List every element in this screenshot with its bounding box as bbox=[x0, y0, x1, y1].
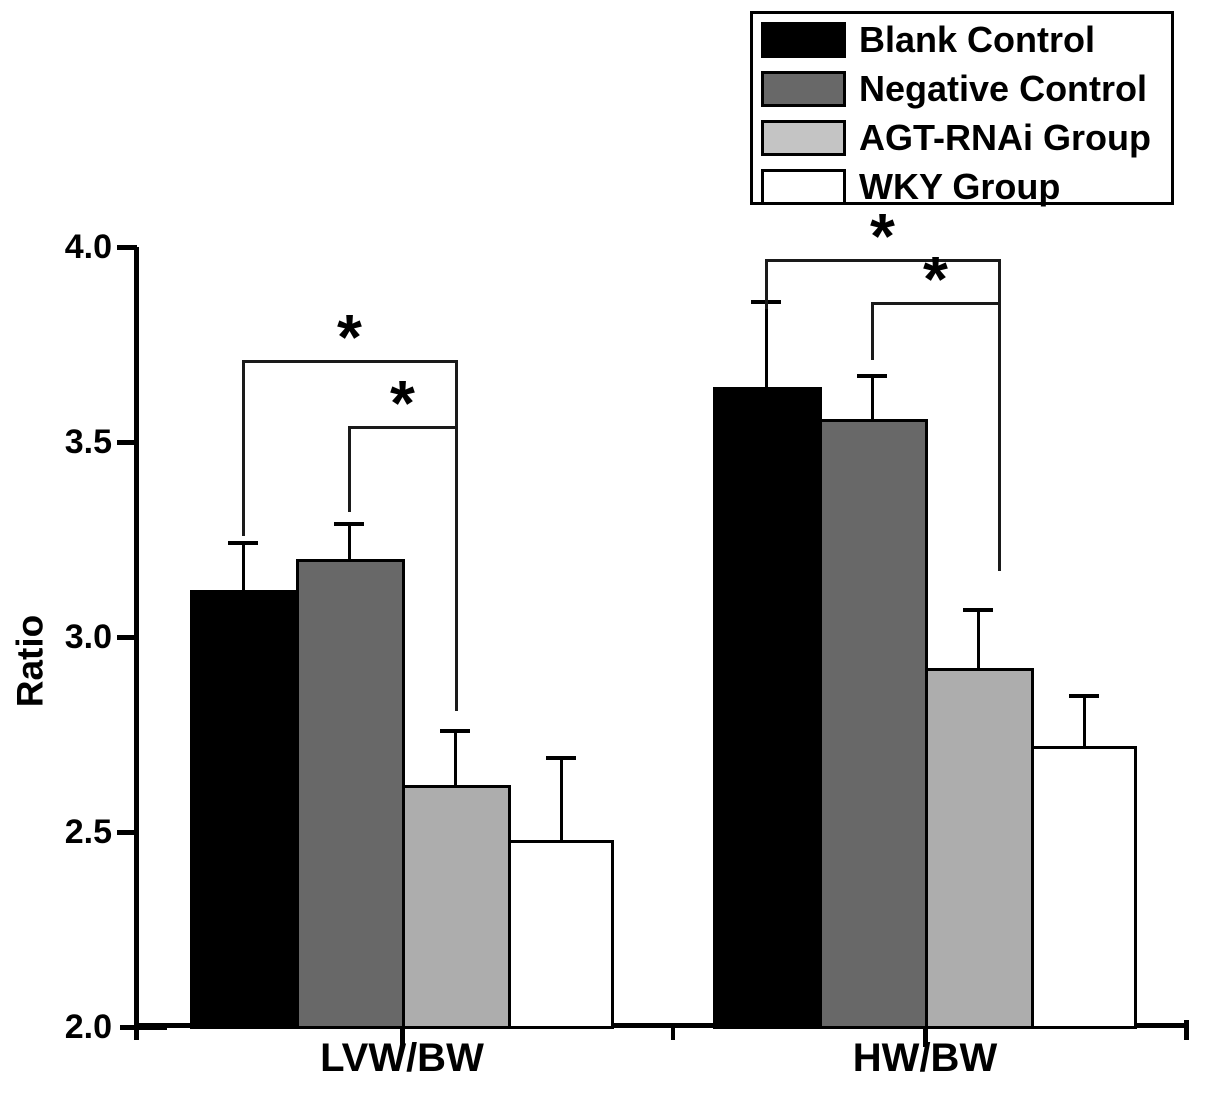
y-tick-label: 2.5 bbox=[64, 813, 112, 851]
y-tick-label: 3.5 bbox=[64, 423, 112, 461]
error-bar-cap bbox=[228, 541, 258, 546]
significance-bracket-bar bbox=[764, 258, 1001, 262]
legend-label: WKY Group bbox=[859, 166, 1061, 207]
error-bar-cap bbox=[546, 755, 576, 760]
error-bar-stem bbox=[764, 301, 768, 388]
significance-bracket-right-drop bbox=[454, 426, 458, 712]
error-bar-stem bbox=[559, 757, 563, 840]
significance-bracket-left-drop bbox=[870, 301, 874, 361]
significance-bracket-bar bbox=[347, 426, 458, 430]
y-tick-label: 4.0 bbox=[64, 228, 112, 266]
x-minor-tick-mark bbox=[671, 1027, 675, 1040]
bar-negative-control bbox=[296, 559, 405, 1029]
bar-wky-group bbox=[508, 839, 614, 1029]
y-tick-mark bbox=[117, 635, 137, 640]
legend-item: Negative Control bbox=[753, 68, 1171, 113]
legend-label: AGT-RNAi Group bbox=[859, 117, 1151, 158]
error-bar-stem bbox=[347, 523, 351, 559]
bar-blank-control bbox=[190, 590, 299, 1029]
error-bar-cap bbox=[963, 607, 993, 612]
significance-star: * bbox=[390, 367, 415, 440]
error-bar-stem bbox=[453, 730, 457, 786]
legend-item: WKY Group bbox=[753, 166, 1171, 211]
significance-star: * bbox=[337, 301, 362, 374]
x-tick-mark bbox=[400, 1027, 405, 1047]
x-axis-line bbox=[134, 1023, 1188, 1028]
significance-bracket-left-drop bbox=[347, 426, 351, 513]
bar-wky-group bbox=[1031, 746, 1137, 1029]
y-tick-mark bbox=[117, 440, 137, 445]
error-bar-cap bbox=[1069, 693, 1099, 698]
significance-bracket-bar bbox=[870, 301, 1001, 305]
legend-swatch bbox=[761, 71, 846, 107]
y-tick-mark bbox=[117, 830, 137, 835]
error-bar-cap bbox=[857, 373, 887, 378]
bar-negative-control bbox=[819, 418, 928, 1029]
legend-label: Negative Control bbox=[859, 68, 1148, 109]
y-axis-line bbox=[134, 247, 139, 1040]
y-tick-mark bbox=[120, 1025, 167, 1030]
significance-star: * bbox=[870, 199, 895, 272]
y-tick-mark bbox=[117, 245, 137, 250]
bar-agt-rnai-group bbox=[402, 785, 511, 1029]
y-tick-label: 3.0 bbox=[64, 618, 112, 656]
significance-bracket-left-drop bbox=[241, 360, 245, 536]
significance-bracket-bar bbox=[241, 360, 458, 364]
error-bar-cap bbox=[440, 728, 470, 733]
legend-swatch bbox=[761, 22, 846, 58]
significance-bracket-left-drop bbox=[764, 258, 768, 310]
x-axis-end-tick bbox=[1184, 1020, 1189, 1040]
significance-bracket-right-drop bbox=[997, 301, 1001, 571]
bar-blank-control bbox=[713, 387, 822, 1029]
y-tick-label: 2.0 bbox=[64, 1008, 112, 1046]
error-bar-stem bbox=[241, 543, 245, 591]
legend-label: Blank Control bbox=[859, 19, 1096, 60]
legend-swatch bbox=[761, 120, 846, 156]
significance-star: * bbox=[923, 242, 948, 315]
legend-item: Blank Control bbox=[753, 19, 1171, 64]
x-tick-mark bbox=[923, 1027, 928, 1047]
error-bar-stem bbox=[976, 609, 980, 669]
category-label: LVW/BW bbox=[320, 1036, 484, 1080]
bar-agt-rnai-group bbox=[925, 668, 1034, 1029]
error-bar-cap bbox=[334, 521, 364, 526]
legend-item: AGT-RNAi Group bbox=[753, 117, 1171, 162]
error-bar-stem bbox=[1082, 695, 1086, 747]
category-label: HW/BW bbox=[852, 1036, 998, 1080]
error-bar-stem bbox=[870, 375, 874, 419]
legend: Blank Control Negative Control AGT-RNAi Gr… bbox=[750, 11, 1174, 207]
legend-swatch bbox=[761, 169, 846, 205]
